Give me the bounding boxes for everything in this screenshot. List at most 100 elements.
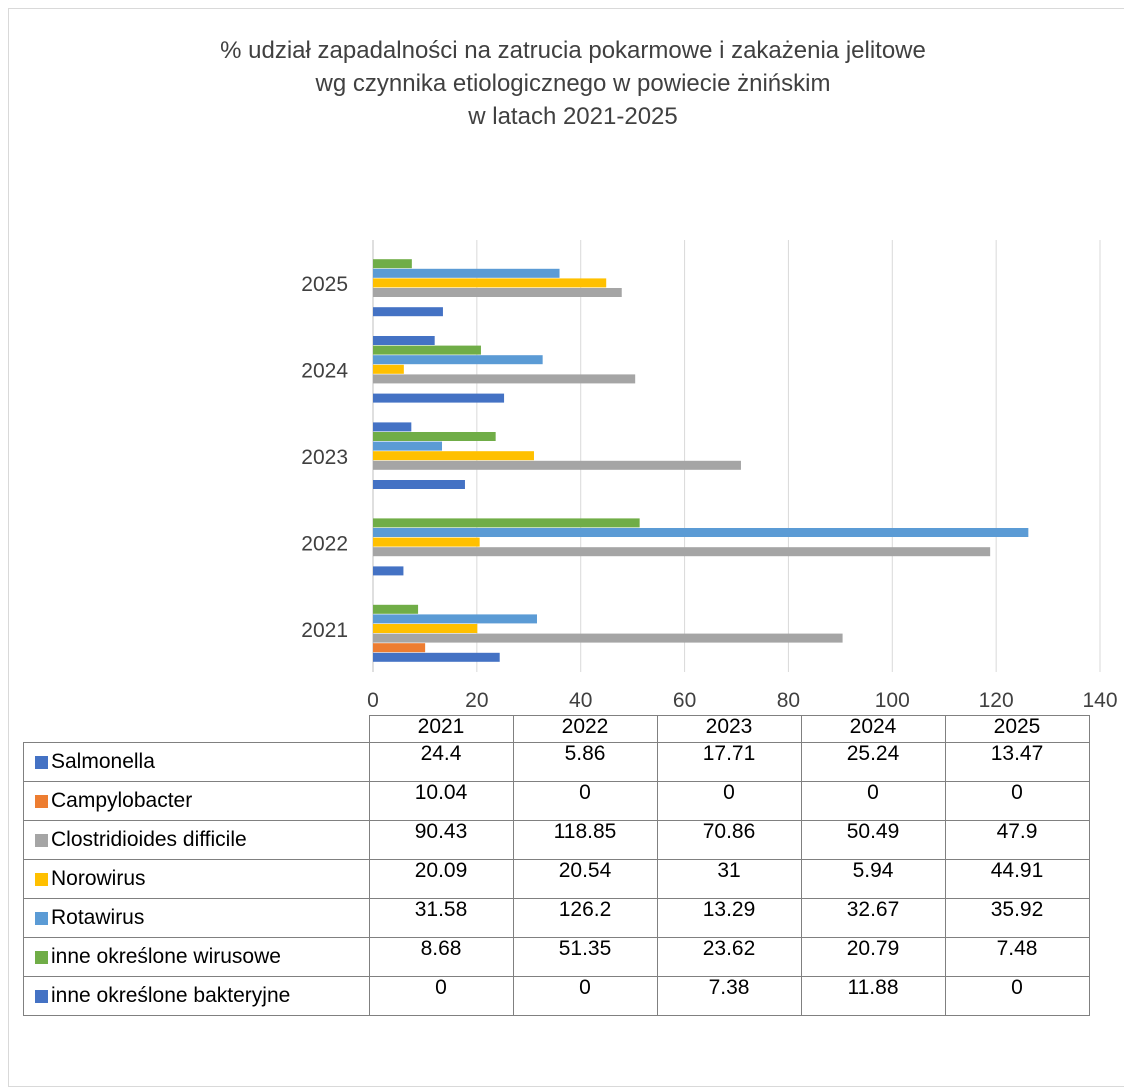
bar bbox=[373, 345, 481, 355]
title-line-3: w latach 2021-2025 bbox=[468, 103, 678, 130]
bar bbox=[373, 288, 622, 297]
bar bbox=[373, 604, 419, 614]
bar bbox=[373, 643, 426, 653]
x-tick-label: 100 bbox=[875, 689, 910, 712]
bar bbox=[373, 268, 560, 278]
x-tick-label: 80 bbox=[777, 689, 800, 712]
table-row: Rotawirus 31.58 126.2 13.29 32.67 35.92 bbox=[23, 898, 1090, 938]
x-tick-label: 20 bbox=[465, 689, 488, 712]
series-name: Clostridioides difficile bbox=[51, 828, 247, 851]
legend-key bbox=[35, 912, 48, 925]
bar bbox=[373, 432, 496, 441]
legend-entry: inne określone wirusowe bbox=[23, 937, 370, 977]
table-cell: 20.54 bbox=[512, 859, 658, 899]
bar bbox=[373, 278, 607, 288]
table-header-cell: 2021 bbox=[368, 715, 514, 743]
legend-entry: Rotawirus bbox=[23, 898, 370, 938]
table-cell: 50.49 bbox=[800, 820, 946, 860]
table-cell: 7.48 bbox=[944, 937, 1090, 977]
x-tick-label: 40 bbox=[569, 689, 592, 712]
legend-entry: inne określone bakteryjne bbox=[23, 976, 370, 1016]
series-name: Rotawirus bbox=[51, 906, 145, 929]
legend-key bbox=[35, 990, 48, 1003]
legend-key bbox=[35, 951, 48, 964]
chart-frame bbox=[8, 8, 1124, 1087]
table-cell: 25.24 bbox=[800, 742, 946, 782]
series-name: Campylobacter bbox=[51, 789, 193, 812]
x-tick-label: 120 bbox=[979, 689, 1014, 712]
bar bbox=[373, 307, 443, 317]
table-cell: 17.71 bbox=[656, 742, 802, 782]
table-cell: 0 bbox=[656, 781, 802, 821]
series-name: inne określone bakteryjne bbox=[51, 984, 291, 1007]
bar bbox=[373, 633, 843, 643]
table-cell: 90.43 bbox=[368, 820, 514, 860]
bar bbox=[373, 614, 537, 624]
table-cell: 0 bbox=[944, 781, 1090, 821]
table-cell: 11.88 bbox=[800, 976, 946, 1016]
table-cell: 7.38 bbox=[656, 976, 802, 1016]
table-cell: 0 bbox=[368, 976, 514, 1016]
legend-key bbox=[35, 795, 48, 808]
y-category-label: 2024 bbox=[301, 360, 348, 383]
table-row: Norowirus 20.09 20.54 31 5.94 44.91 bbox=[23, 859, 1090, 899]
y-category-label: 2023 bbox=[301, 446, 348, 469]
table-cell: 0 bbox=[512, 976, 658, 1016]
table-row: Salmonella 24.4 5.86 17.71 25.24 13.47 bbox=[23, 742, 1090, 782]
bar bbox=[373, 652, 500, 662]
x-tick-label: 140 bbox=[1082, 689, 1117, 712]
bar bbox=[373, 364, 404, 374]
table-cell: 10.04 bbox=[368, 781, 514, 821]
table-cell: 23.62 bbox=[656, 937, 802, 977]
y-category-label: 2025 bbox=[301, 273, 348, 296]
table-cell: 13.47 bbox=[944, 742, 1090, 782]
bar bbox=[373, 624, 478, 633]
table-header-cell: 2022 bbox=[512, 715, 658, 743]
table-cell: 126.2 bbox=[512, 898, 658, 938]
series-name: Salmonella bbox=[51, 750, 155, 773]
bar bbox=[373, 422, 412, 432]
legend-entry: Norowirus bbox=[23, 859, 370, 899]
data-table: 2021 2022 2023 2024 2025 Salmonella 24.4 5.86 17… bbox=[23, 715, 1090, 1016]
table-cell: 0 bbox=[944, 976, 1090, 1016]
legend-key bbox=[35, 873, 48, 886]
bar bbox=[373, 374, 636, 384]
title-line-2: wg czynnika etiologicznego w powiecie żn… bbox=[315, 70, 831, 97]
series-name: inne określone wirusowe bbox=[51, 945, 281, 968]
table-cell: 0 bbox=[512, 781, 658, 821]
y-category-label: 2021 bbox=[301, 619, 348, 642]
table-cell: 8.68 bbox=[368, 937, 514, 977]
bar bbox=[373, 547, 991, 557]
table-cell: 13.29 bbox=[656, 898, 802, 938]
table-cell: 20.09 bbox=[368, 859, 514, 899]
bar bbox=[373, 537, 480, 547]
table-cell: 47.9 bbox=[944, 820, 1090, 860]
table-row: inne określone bakteryjne 0 0 7.38 11.88 0 bbox=[23, 976, 1090, 1016]
table-cell: 35.92 bbox=[944, 898, 1090, 938]
table-cell: 70.86 bbox=[656, 820, 802, 860]
title-line-1: % udział zapadalności na zatrucia pokarm… bbox=[220, 37, 926, 64]
table-row: Clostridioides difficile 90.43 118.85 70.86… bbox=[23, 820, 1090, 860]
table-row: Campylobacter 10.04 0 0 0 0 bbox=[23, 781, 1090, 821]
table-cell: 5.94 bbox=[800, 859, 946, 899]
x-tick-label: 60 bbox=[673, 689, 696, 712]
table-cell: 20.79 bbox=[800, 937, 946, 977]
bar bbox=[373, 259, 412, 269]
series-name: Norowirus bbox=[51, 867, 146, 890]
bar bbox=[373, 460, 741, 470]
table-cell: 5.86 bbox=[512, 742, 658, 782]
bar bbox=[373, 336, 435, 345]
table-cell: 118.85 bbox=[512, 820, 658, 860]
table-header-cell: 2024 bbox=[800, 715, 946, 743]
legend-entry: Salmonella bbox=[23, 742, 370, 782]
chart-title: % udział zapadalności na zatrucia pokarm… bbox=[0, 34, 1126, 133]
bar bbox=[373, 451, 534, 461]
table-row: inne określone wirusowe 8.68 51.35 23.62 20.… bbox=[23, 937, 1090, 977]
bar bbox=[373, 518, 640, 528]
table-header-cell: 2023 bbox=[656, 715, 802, 743]
table-cell: 0 bbox=[800, 781, 946, 821]
table-header-cell: 2025 bbox=[944, 715, 1090, 743]
bar bbox=[373, 528, 1029, 537]
bar bbox=[373, 566, 404, 576]
bar bbox=[373, 393, 505, 403]
